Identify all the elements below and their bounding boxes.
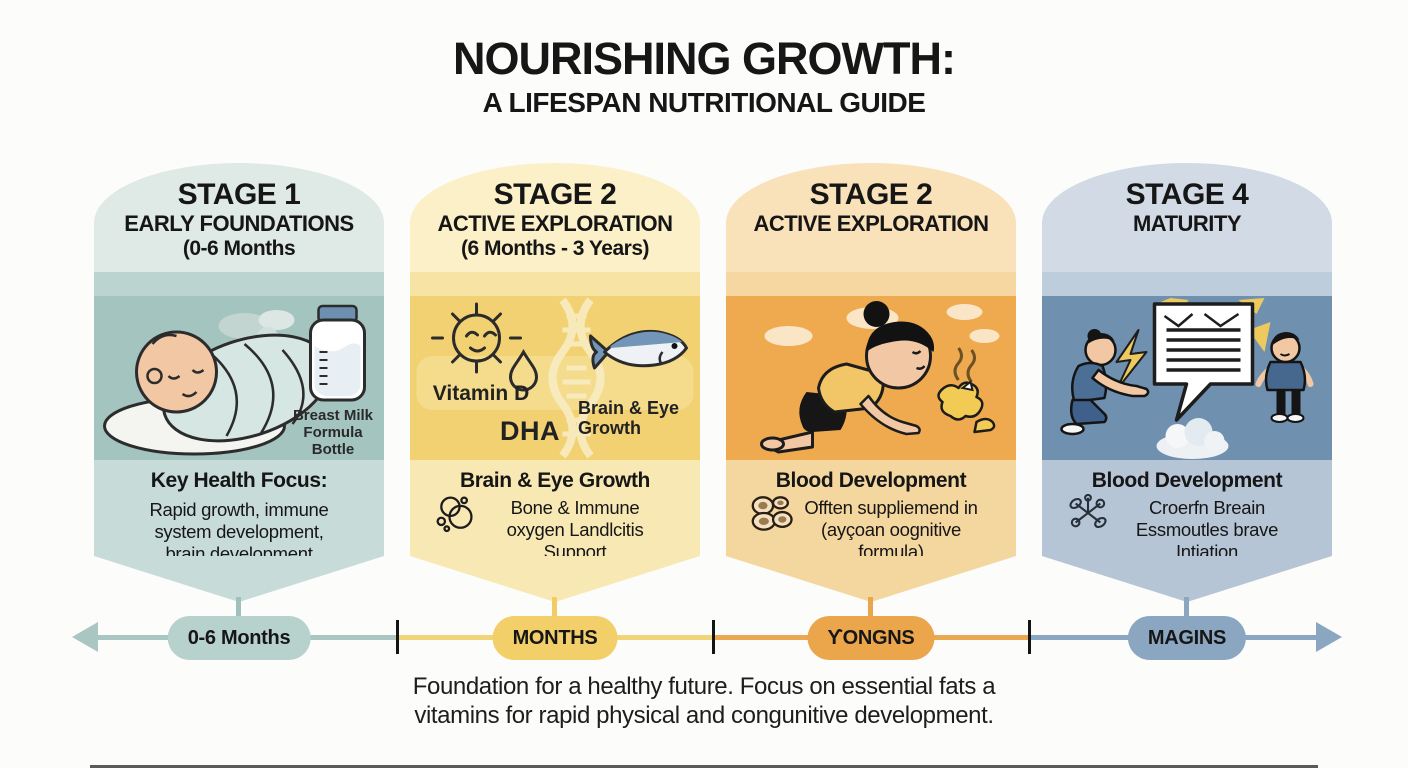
stage4-pointer: [1042, 556, 1332, 602]
page-subtitle: A LIFESPAN NUTRITIONAL GUIDE: [482, 86, 926, 118]
timeline-tick: [712, 620, 715, 654]
dha-label: DHA: [500, 416, 560, 446]
stage4-connector: [1184, 597, 1189, 621]
stage2-illustration: Vitamin D DHA Brain & Eye Growth: [410, 296, 700, 460]
stage2-title: STAGE 2: [493, 178, 617, 211]
stage2-pointer: [410, 556, 700, 602]
timeline-pill-2: MONTHS: [492, 616, 618, 660]
swaddled-baby-illustration: [103, 304, 366, 456]
stage2-header: STAGE 2 ACTIVE EXPLORATION (6 Months - 3…: [410, 163, 700, 272]
lightning-icon: [1115, 329, 1148, 391]
stage1-subtitle: EARLY FOUNDATIONS: [124, 210, 354, 236]
stage3-focus: Blood Development Offten suppliemend in …: [726, 460, 1016, 562]
timeline-pill-3: ϒONGNS: [807, 616, 935, 660]
cloud-pile-icon: [1156, 418, 1229, 459]
stage3-header: STAGE 2 ACTIVE EXPLORATION: [726, 163, 1016, 272]
stage4-band: [1042, 272, 1332, 296]
bottom-rule: [90, 765, 1318, 768]
timeline-tick: [396, 620, 399, 654]
crawling-toddler-illustration: [760, 301, 1000, 454]
nutrients-illustration: [416, 297, 694, 459]
stage3-connector: [868, 597, 873, 621]
swaddled-baby-icon: [103, 330, 332, 456]
stage3-focus-heading: Blood Development: [775, 469, 967, 492]
stage3-pointer: [726, 556, 1016, 602]
footer-caption: Foundation for a healthy future. Focus o…: [412, 673, 996, 730]
stage4-illustration: [1042, 296, 1332, 460]
standing-child-icon: [1255, 332, 1314, 423]
stage1-focus: Key Health Focus: Rapid growth, immune s…: [94, 460, 384, 564]
timeline-tick: [1028, 620, 1031, 654]
stage-panel-4: STAGE 4 MATURITY: [1042, 163, 1332, 602]
stage-panel-1: STAGE 1 EARLY FOUNDATIONS (0-6 Months: [94, 163, 384, 602]
stage1-focus-body: Rapid growth, immune system development,…: [149, 499, 329, 564]
stage2-focus: Brain & Eye Growth Bone & Immune oxygen …: [410, 460, 700, 562]
stage1-range: (0-6 Months: [182, 236, 296, 260]
vitamin-d-label: Vitamin D: [432, 382, 530, 405]
stage3-illustration: [726, 296, 1016, 460]
cells-icon: [750, 494, 798, 537]
speech-bubble-document-icon: [1152, 302, 1255, 422]
page-title: NOURISHING GROWTH:: [453, 33, 956, 84]
stage2-focus-body: Bone & Immune oxygen Landlcitis Support: [506, 497, 644, 562]
stage1-header: STAGE 1 EARLY FOUNDATIONS (0-6 Months: [94, 163, 384, 272]
timeline-pill-1: 0-6 Months: [167, 616, 311, 660]
kneeling-adult-icon: [1060, 329, 1150, 436]
water-drop-icon: [508, 349, 539, 392]
bottle-label: Breast Milk Formula Bottle: [292, 407, 374, 458]
stage-panel-2: STAGE 2 ACTIVE EXPLORATION (6 Months - 3…: [410, 163, 700, 602]
stage3-band: [726, 272, 1016, 296]
stage2-connector: [552, 597, 557, 621]
stage1-pointer: [94, 556, 384, 602]
stage4-title: STAGE 4: [1125, 178, 1249, 211]
brain-eye-growth-label: Brain & Eye Growth: [578, 398, 680, 439]
title-block: NOURISHING GROWTH: A LIFESPAN NUTRITIONA…: [0, 36, 1408, 119]
stage1-connector: [236, 597, 241, 621]
stage4-focus-heading: Blood Development: [1091, 469, 1283, 492]
timeline-right-arrow-icon: [1316, 622, 1342, 652]
crawling-child-icon: [760, 301, 935, 454]
timeline-left-arrow-icon: [72, 622, 98, 652]
stage1-focus-heading: Key Health Focus:: [150, 469, 328, 492]
stage2-band: [410, 272, 700, 296]
stage3-focus-body: Offten suppliemend in (ayçoan oognitive …: [804, 497, 978, 562]
bubbles-icon: [434, 494, 476, 541]
molecule-icon: [1066, 493, 1110, 537]
sun-icon: [431, 302, 522, 374]
stage1-band: [94, 272, 384, 296]
bottle-icon: [309, 304, 366, 402]
stage3-subtitle: ACTIVE EXPLORATION: [753, 210, 989, 236]
stage3-title: STAGE 2: [809, 178, 933, 211]
stage4-focus: Blood Development Croerfn Breain Essmout…: [1042, 460, 1332, 562]
stage2-subtitle: ACTIVE EXPLORATION: [437, 210, 673, 236]
fish-icon: [589, 329, 688, 370]
stage-panel-3: STAGE 2 ACTIVE EXPLORATION: [726, 163, 1016, 602]
timeline-pill-4: MAGINS: [1127, 616, 1247, 660]
stage2-focus-heading: Brain & Eye Growth: [459, 469, 650, 492]
stage2-range: (6 Months - 3 Years): [460, 236, 650, 260]
stage4-subtitle: MATURITY: [1132, 210, 1242, 236]
stage1-illustration: Breast Milk Formula Bottle: [94, 296, 384, 460]
conversation-illustration: [1060, 298, 1314, 459]
dna-icon: [548, 297, 605, 459]
stage1-title: STAGE 1: [177, 178, 301, 211]
steaming-food-icon: [937, 347, 996, 434]
stage4-header: STAGE 4 MATURITY: [1042, 163, 1332, 272]
